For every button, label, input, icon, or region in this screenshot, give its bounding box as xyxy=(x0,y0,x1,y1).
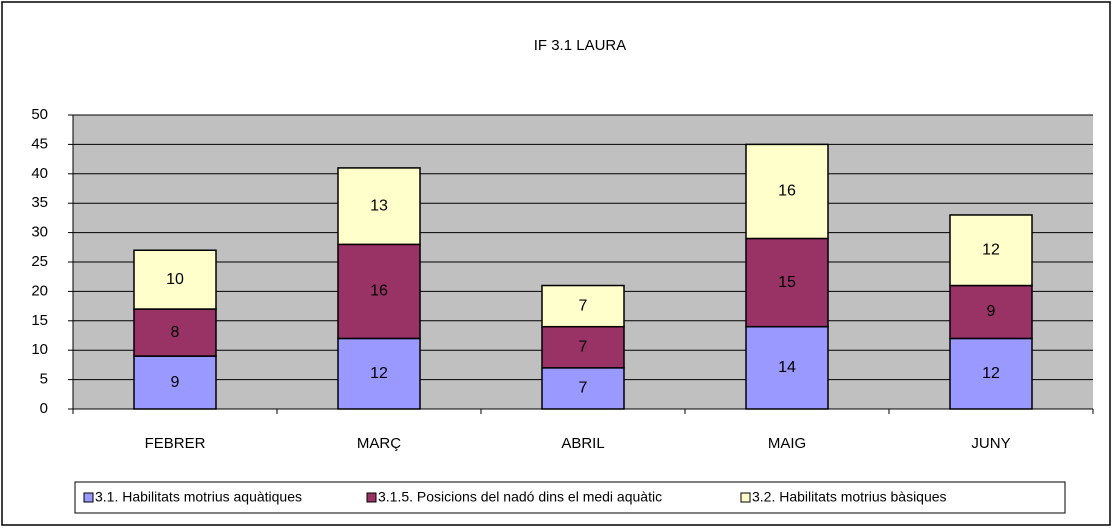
bar-segment xyxy=(949,214,1033,287)
legend-label: 3.1. Habilitats motrius aquàtiques xyxy=(95,489,302,505)
y-tick-label: 0 xyxy=(40,400,48,417)
data-label: 7 xyxy=(579,380,588,397)
data-label: 9 xyxy=(987,303,996,320)
x-tick-label: ABRIL xyxy=(561,435,604,452)
bar-segment xyxy=(541,325,625,369)
bar-segment xyxy=(949,337,1033,410)
y-tick-label: 10 xyxy=(31,341,48,358)
y-tick-label: 45 xyxy=(31,135,48,152)
data-label: 7 xyxy=(579,338,588,355)
bar-segment xyxy=(337,243,421,340)
data-label: 15 xyxy=(778,274,796,291)
bar-segment xyxy=(541,284,625,328)
data-label: 12 xyxy=(982,365,1000,382)
y-tick-label: 15 xyxy=(31,312,48,329)
bar-segment xyxy=(337,337,421,410)
legend-label: 3.1.5. Posicions del nadó dins el medi a… xyxy=(378,489,662,505)
legend-swatch xyxy=(740,492,751,503)
bar-segment xyxy=(133,308,217,357)
y-tick-label: 40 xyxy=(31,165,48,182)
bar-segment xyxy=(133,249,217,310)
data-label: 16 xyxy=(370,283,388,300)
data-label: 12 xyxy=(370,365,388,382)
y-tick-label: 35 xyxy=(31,194,48,211)
y-tick-label: 20 xyxy=(31,282,48,299)
bar-segment xyxy=(745,237,829,328)
legend-label: 3.2. Habilitats motrius bàsiques xyxy=(752,489,947,505)
y-tick-label: 50 xyxy=(31,106,48,123)
data-label: 12 xyxy=(982,241,1000,258)
bar-segment xyxy=(949,284,1033,340)
y-tick-label: 25 xyxy=(31,253,48,270)
data-label: 8 xyxy=(171,324,180,341)
legend-box xyxy=(74,481,1066,514)
bar-segment xyxy=(745,325,829,410)
legend-swatch xyxy=(366,492,377,503)
legend-swatch xyxy=(83,492,94,503)
data-label: 16 xyxy=(778,183,796,200)
data-label: 10 xyxy=(166,271,184,288)
data-label: 13 xyxy=(370,197,388,214)
x-tick-label: MARÇ xyxy=(357,435,401,452)
bar-segment xyxy=(337,167,421,246)
data-label: 14 xyxy=(778,359,796,376)
chart-title: IF 3.1 LAURA xyxy=(534,37,627,54)
y-tick-label: 30 xyxy=(31,224,48,241)
data-label: 7 xyxy=(579,297,588,314)
y-tick-label: 5 xyxy=(40,371,48,388)
x-tick-label: FEBRER xyxy=(145,435,206,452)
bar-segment xyxy=(133,355,217,410)
x-tick-label: JUNY xyxy=(971,435,1010,452)
bar-segment xyxy=(745,143,829,240)
x-tick-label: MAIG xyxy=(768,435,806,452)
data-label: 9 xyxy=(171,374,180,391)
